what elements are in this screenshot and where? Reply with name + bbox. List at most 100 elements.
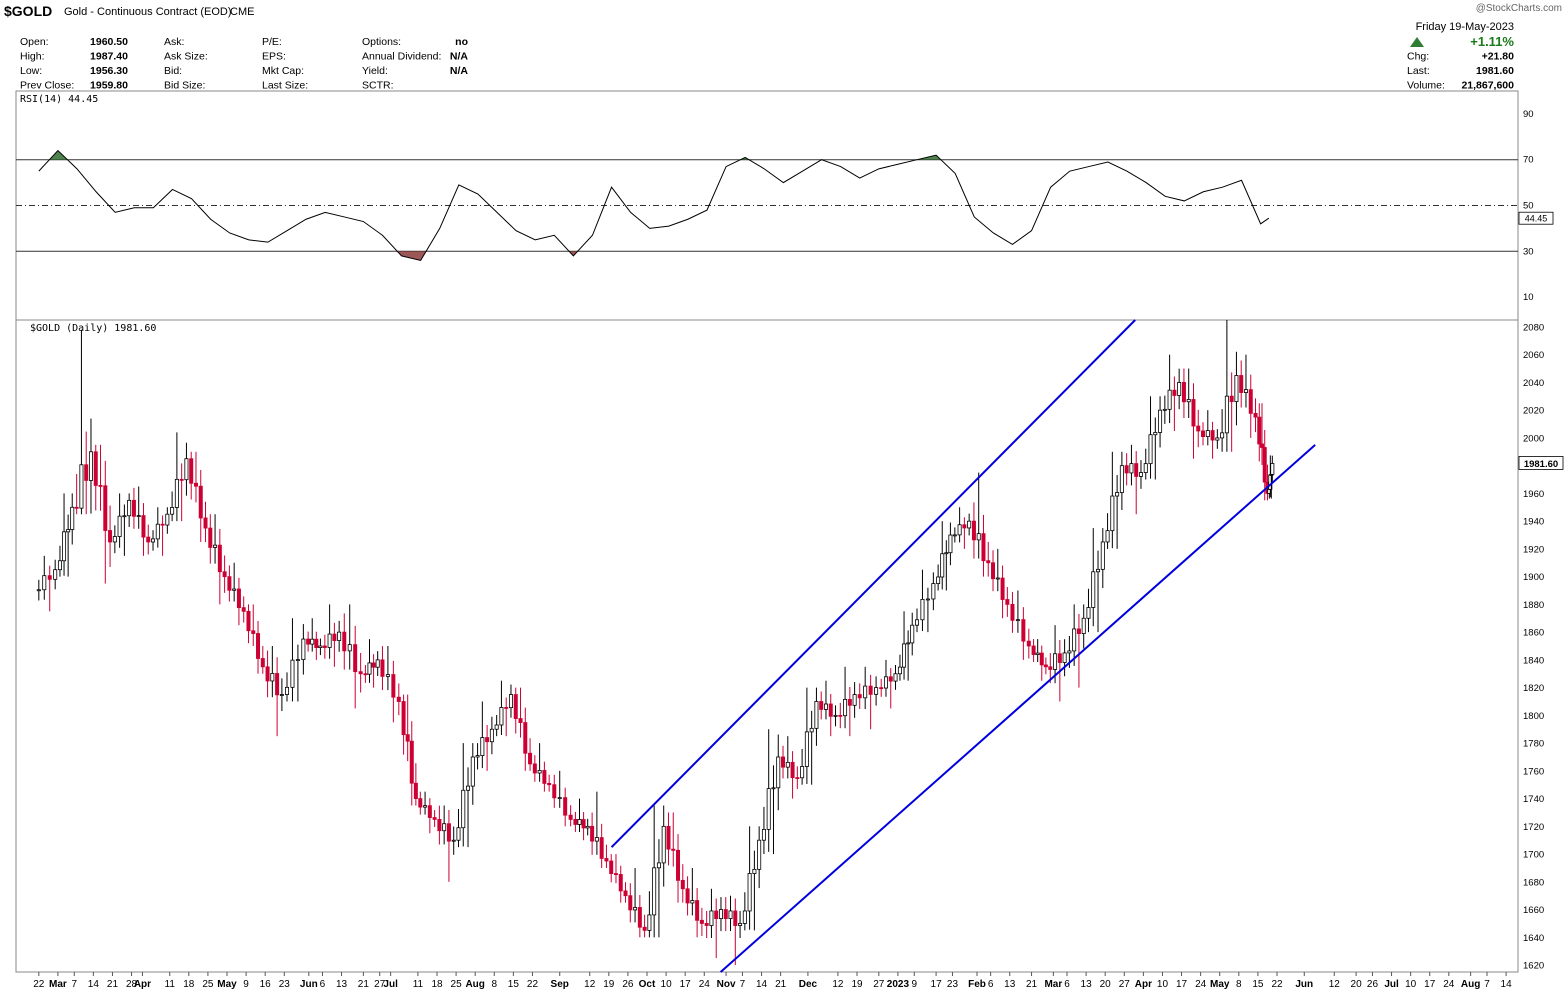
candle-body — [88, 451, 93, 481]
x-tick-label: 11 — [413, 979, 424, 990]
x-tick-label: 12 — [1329, 979, 1341, 990]
candle-body — [284, 686, 289, 695]
candle-body — [513, 694, 518, 719]
price-tick-label: 1820 — [1523, 683, 1544, 694]
candle-body — [523, 722, 528, 754]
summary-label: Chg: — [1407, 51, 1429, 63]
candle-body — [337, 631, 342, 641]
candle-body — [1119, 465, 1124, 493]
price-title: $GOLD (Daily) 1981.60 — [30, 323, 156, 334]
x-tick-label: Feb — [968, 979, 986, 990]
rsi-tick-label: 90 — [1523, 109, 1534, 120]
candle-body — [213, 544, 218, 548]
candle-body — [1026, 640, 1031, 647]
candle-body — [594, 837, 599, 842]
candle-body — [122, 515, 127, 518]
candle-body — [66, 529, 71, 533]
candle-body — [193, 482, 198, 487]
candle-body — [699, 919, 704, 924]
candle-body — [879, 687, 884, 690]
candle-body — [1031, 645, 1036, 655]
x-tick-label: 25 — [202, 979, 214, 990]
candle-body — [609, 860, 614, 874]
candle-body — [1057, 653, 1062, 663]
x-tick-label: Aug — [1461, 979, 1480, 990]
candle-body — [738, 923, 743, 926]
x-tick-label: 27 — [1119, 979, 1131, 990]
x-tick-label: Sep — [551, 979, 569, 990]
candle-body — [1153, 432, 1158, 436]
candle-body — [367, 662, 372, 675]
candle-body — [396, 696, 401, 702]
x-tick-label: 17 — [931, 979, 943, 990]
candle-body — [676, 849, 681, 881]
x-tick-label: 9 — [243, 979, 249, 990]
quote-label: Low: — [20, 65, 42, 77]
candle-body — [461, 789, 466, 829]
candle-body — [353, 644, 358, 673]
x-tick-label: May — [217, 979, 237, 990]
x-tick-label: 6 — [988, 979, 994, 990]
x-tick-label: 2023 — [887, 979, 910, 990]
candle-body — [236, 588, 241, 609]
candle-body — [442, 823, 447, 832]
candle-body — [62, 531, 67, 562]
candle-body — [1270, 463, 1275, 475]
x-tick-label: 17 — [1176, 979, 1188, 990]
candle-body — [599, 837, 604, 859]
price-tick-label: 1700 — [1523, 850, 1544, 861]
quote-label: Yield: — [362, 65, 388, 77]
x-tick-label: 27 — [374, 979, 386, 990]
x-tick-label: 17 — [680, 979, 692, 990]
candle-body — [1010, 603, 1015, 621]
x-tick-label: 28 — [126, 979, 138, 990]
candle-body — [857, 694, 862, 699]
price-tick-label: 2080 — [1523, 322, 1544, 333]
candle-body — [155, 523, 160, 540]
rsi-oversold-fill — [569, 251, 578, 256]
rsi-overbought-fill — [49, 150, 68, 160]
candle-body — [485, 737, 490, 743]
candle-body — [1053, 653, 1058, 670]
candle-body — [656, 862, 661, 869]
candle-body — [723, 909, 728, 919]
candle-body — [1210, 430, 1215, 441]
candle-body — [432, 817, 437, 820]
candle-body — [915, 619, 920, 626]
rsi-tick-label: 50 — [1523, 201, 1534, 212]
candle-body — [260, 658, 265, 668]
rsi-line — [38, 149, 1270, 262]
candle-body — [301, 638, 306, 660]
price-panel-border — [15, 319, 1519, 973]
candle-body — [628, 895, 633, 911]
candle-body — [70, 506, 75, 530]
candle-body — [647, 914, 652, 931]
candle-body — [1062, 652, 1067, 663]
quote-label: Last Size: — [262, 80, 308, 92]
candle-body — [1100, 541, 1105, 570]
quote-label: P/E: — [262, 36, 282, 48]
candle-body — [57, 560, 62, 571]
price-tick-label: 1640 — [1523, 933, 1544, 944]
price-tick-label: 1780 — [1523, 739, 1544, 750]
candle-body — [151, 538, 156, 543]
x-tick-label: 13 — [1004, 979, 1016, 990]
x-tick-label: 21 — [775, 979, 787, 990]
candle-body — [883, 676, 888, 689]
watermark: @StockCharts.com — [1476, 3, 1562, 14]
candle-body — [709, 910, 714, 926]
candle-body — [1072, 628, 1077, 652]
x-tick-label: 7 — [71, 979, 77, 990]
candle-body — [332, 633, 337, 641]
instrument-description: Gold - Continuous Contract (EOD) — [64, 6, 232, 18]
candle-body — [809, 727, 814, 733]
candle-body — [906, 642, 911, 645]
candle-body — [680, 879, 685, 890]
candle-body — [671, 848, 676, 851]
candle-body — [623, 890, 628, 897]
symbol-title: $GOLD — [4, 3, 52, 19]
price-tick-label: 1680 — [1523, 877, 1544, 888]
candle-body — [742, 910, 747, 924]
x-tick-label: Oct — [639, 979, 656, 990]
